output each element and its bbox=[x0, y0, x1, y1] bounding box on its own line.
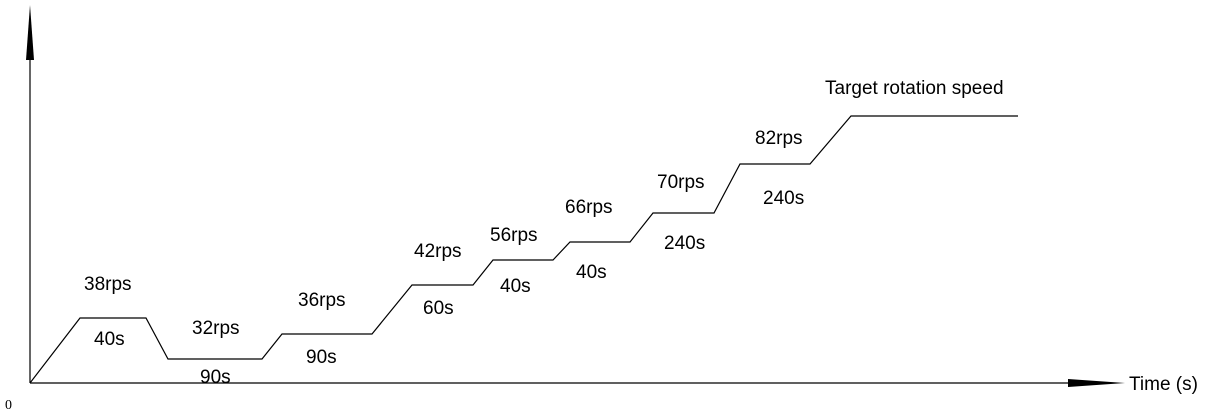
stage-8-speed: 82rps bbox=[755, 128, 803, 149]
speed-profile-line bbox=[29, 115, 1018, 384]
stage-5-speed: 56rps bbox=[490, 225, 538, 246]
stage-3-duration: 90s bbox=[306, 347, 337, 368]
stage-7-duration: 240s bbox=[664, 233, 705, 254]
stage-8-duration: 240s bbox=[763, 188, 804, 209]
origin-label: 0 bbox=[5, 398, 12, 413]
stage-7-speed: 70rps bbox=[657, 172, 705, 193]
stage-6-speed: 66rps bbox=[565, 197, 613, 218]
stage-1-speed: 38rps bbox=[84, 274, 132, 295]
x-axis-label: Time (s) bbox=[1129, 374, 1198, 395]
stage-4-duration: 60s bbox=[423, 298, 454, 319]
stage-2-duration: 90s bbox=[200, 367, 231, 388]
stage-6-duration: 40s bbox=[576, 262, 607, 283]
target-speed-label: Target rotation speed bbox=[825, 78, 1004, 99]
x-axis-arrow-icon bbox=[1068, 379, 1125, 387]
stage-1-duration: 40s bbox=[94, 329, 125, 350]
stage-4-speed: 42rps bbox=[414, 241, 462, 262]
stage-3-speed: 36rps bbox=[298, 290, 346, 311]
y-axis-arrow-icon bbox=[26, 5, 34, 60]
stage-2-speed: 32rps bbox=[192, 318, 240, 339]
stage-5-duration: 40s bbox=[500, 276, 531, 297]
